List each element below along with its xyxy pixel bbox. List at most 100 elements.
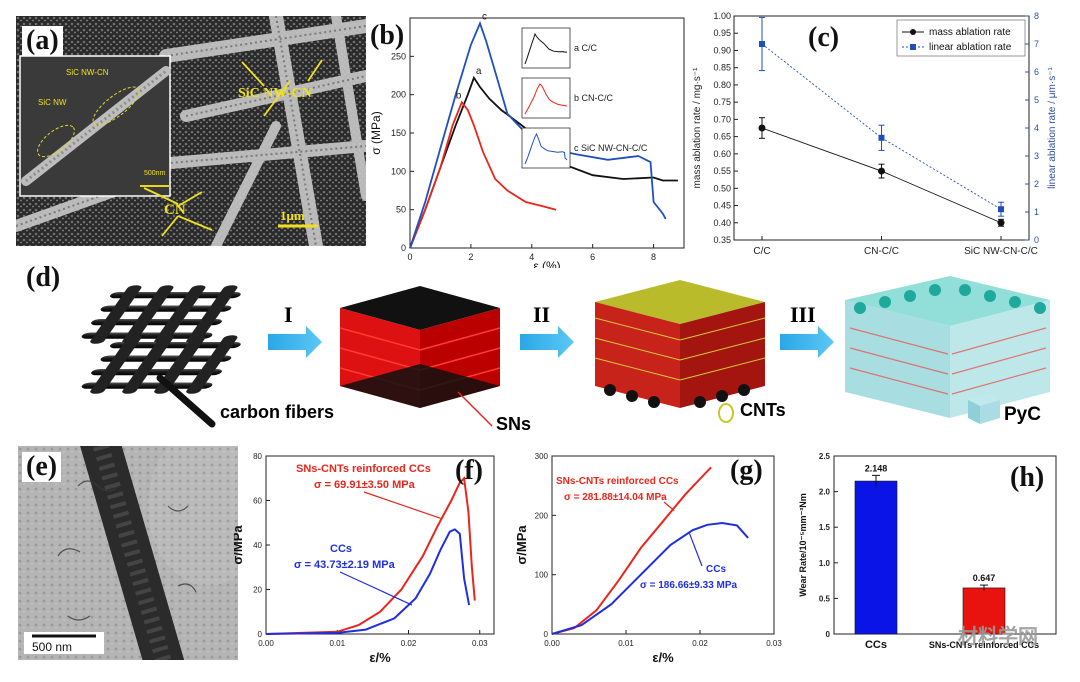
annotation-arrow-1 bbox=[363, 491, 441, 519]
y-tick-label: 0 bbox=[544, 630, 549, 639]
legend-sns: SNs bbox=[496, 414, 532, 434]
series-line-2 bbox=[761, 43, 1002, 210]
x-tick-label: 0.01 bbox=[618, 639, 634, 648]
x-tick-label: 6 bbox=[590, 252, 595, 262]
x-axis-label: ε/% bbox=[652, 650, 674, 665]
y-tick-label: 1.5 bbox=[819, 523, 831, 532]
y2-tick-label: 1 bbox=[1034, 207, 1039, 217]
panel-label-g: (g) bbox=[730, 455, 763, 486]
y2-tick-label: 2 bbox=[1034, 179, 1039, 189]
x-tick-label: 0.03 bbox=[766, 639, 782, 648]
chart-g: 0.00 0.01 0.02 0.03 0 100 200 300 ε/% σ/MPa SNs-CN… bbox=[516, 452, 782, 665]
y-axis-label: mass ablation rate / mg·s⁻¹ bbox=[692, 67, 703, 189]
panel-label-h: (h) bbox=[1010, 462, 1045, 493]
bar-value-label-2: 0.647 bbox=[973, 573, 996, 583]
annotation-name-2: CCs bbox=[706, 564, 726, 575]
panel-a-sem-image: SiC NW-CN CN SiC NW-CN SiC NW 500nm 1μm bbox=[16, 16, 366, 246]
y2-axis-label: linear ablation rate / μm·s⁻¹ bbox=[1047, 67, 1058, 189]
y2-tick-label: 7 bbox=[1034, 39, 1039, 49]
step-arrow-1 bbox=[268, 326, 322, 358]
carbon-fiber-layers bbox=[81, 285, 241, 428]
step-label-3: III bbox=[790, 302, 816, 327]
annotation-arrow-2 bbox=[688, 531, 703, 567]
inset-annot-sic-nw-cn: SiC NW-CN bbox=[66, 68, 109, 77]
y2-tick-label: 5 bbox=[1034, 95, 1039, 105]
block-cnts bbox=[594, 280, 766, 423]
step-label-2: II bbox=[533, 302, 551, 327]
step-arrow-2 bbox=[520, 326, 574, 358]
series-line-1 bbox=[265, 476, 476, 635]
x-axis-label: ε (%) bbox=[533, 259, 560, 268]
sem-texture bbox=[16, 16, 366, 246]
x-tick-label: 0.00 bbox=[258, 639, 274, 648]
x-tick-label: 4 bbox=[529, 252, 534, 262]
y-tick-label: 200 bbox=[535, 511, 549, 520]
x-tick-label: 0.02 bbox=[401, 639, 417, 648]
step-label-1: I bbox=[284, 302, 293, 327]
legend-thumb-a bbox=[524, 32, 567, 65]
y-tick-label: 40 bbox=[253, 541, 262, 550]
inset-scale-label: 500nm bbox=[144, 170, 166, 177]
bar-value-label-1: 2.148 bbox=[865, 463, 888, 473]
y-tick-label: 0.65 bbox=[713, 132, 731, 142]
x-tick-label: 0 bbox=[407, 252, 412, 262]
bar-1 bbox=[854, 480, 898, 635]
chart-f: 0.00 0.01 0.02 0.03 0 20 40 60 80 ε/% σ/MPa SNs-CNT… bbox=[234, 452, 495, 665]
series-line-1 bbox=[551, 466, 712, 635]
legend-cnts: CNTs bbox=[740, 400, 786, 420]
y-tick-label: 0.60 bbox=[713, 149, 731, 159]
legend-box bbox=[896, 19, 1026, 57]
data-point bbox=[759, 41, 765, 47]
inset-annot-sic-nw: SiC NW bbox=[38, 98, 67, 107]
series-line-3 bbox=[409, 20, 667, 249]
legend-pyc: PyC bbox=[1004, 404, 1041, 425]
y2-tick-label: 6 bbox=[1034, 67, 1039, 77]
watermark: 材料学网 bbox=[958, 624, 1038, 648]
y-tick-label: 2.5 bbox=[819, 452, 831, 461]
y-tick-label: 1.0 bbox=[819, 559, 831, 568]
y-tick-label: 0.40 bbox=[713, 218, 731, 228]
x-tick-label: SiC NW-CN-C/C bbox=[964, 246, 1038, 257]
legend-box-b bbox=[521, 77, 571, 119]
x-tick-label: C/C bbox=[753, 246, 770, 257]
legend-label-1: mass ablation rate bbox=[929, 27, 1011, 38]
y-tick-label: 20 bbox=[253, 586, 262, 595]
x-tick-label-2: SNs-CNTs reinforced CCs bbox=[929, 640, 1039, 650]
y-tick-label: 0.75 bbox=[713, 97, 731, 107]
panel-label-b: (b) bbox=[370, 20, 405, 51]
data-point bbox=[758, 124, 766, 132]
bar-2 bbox=[962, 587, 1006, 635]
annotation-value-1: σ = 69.91±3.50 MPa bbox=[314, 479, 416, 491]
y-tick-label: 2.0 bbox=[819, 488, 831, 497]
y-tick-label: 0.90 bbox=[713, 45, 731, 55]
scale-bar-label: 1μm bbox=[280, 208, 305, 223]
y-tick-label: 60 bbox=[253, 497, 262, 506]
annotation-name-1: SNs-CNTs reinforced CCs bbox=[556, 476, 679, 487]
annotation-name-1: SNs-CNTs reinforced CCs bbox=[296, 463, 431, 475]
y-tick-label: 1.00 bbox=[713, 11, 731, 21]
y-tick-label: 0.35 bbox=[713, 235, 731, 245]
annotation-value-2: σ = 186.66±9.33 MPa bbox=[640, 580, 738, 591]
panel-label-e: (e) bbox=[22, 452, 62, 482]
y-tick-label: 80 bbox=[253, 452, 262, 461]
y2-tick-label: 3 bbox=[1034, 151, 1039, 161]
annotation-value-2: σ = 43.73±2.19 MPa bbox=[294, 559, 396, 571]
series-tag-b: b bbox=[456, 90, 462, 101]
y-tick-label: 0.55 bbox=[713, 166, 731, 176]
y-tick-label: 0 bbox=[826, 630, 831, 639]
legend-marker bbox=[910, 29, 916, 35]
legend-marker bbox=[910, 44, 916, 50]
legend-box-a bbox=[521, 27, 571, 69]
series-line-2 bbox=[551, 521, 749, 635]
y2-tick-label: 4 bbox=[1034, 123, 1039, 133]
series-tag-a: a bbox=[476, 66, 482, 77]
x-tick-label: 0.03 bbox=[472, 639, 488, 648]
y2-tick-label: 0 bbox=[1034, 235, 1039, 245]
annotation-arrow-1 bbox=[663, 501, 675, 512]
y-axis-label: σ (MPa) bbox=[369, 111, 383, 154]
tem-scale-label: 500 nm bbox=[32, 640, 73, 654]
data-point bbox=[998, 206, 1004, 213]
x-tick-label: 8 bbox=[651, 252, 656, 262]
annot-cn: CN bbox=[164, 202, 186, 218]
chart-h: 0 0.5 1.0 1.5 2.0 2.5 Wear Rate/10⁻⁵mm⁻³Nm 2.14… bbox=[798, 452, 1057, 651]
